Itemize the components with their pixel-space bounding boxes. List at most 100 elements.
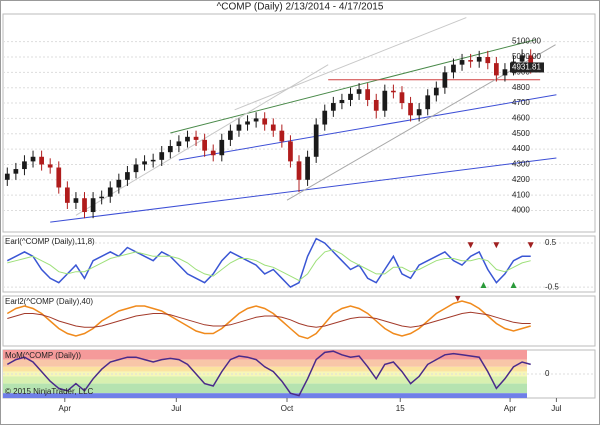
candle-body xyxy=(228,130,233,140)
candle-body xyxy=(485,56,491,64)
series-line xyxy=(7,249,531,282)
candle-body xyxy=(322,110,328,125)
series-line xyxy=(6,350,531,397)
panel-title: Earl2(^COMP (Daily),40) xyxy=(5,297,93,306)
y-tick-label: 5000.00 xyxy=(512,52,541,61)
candle-body xyxy=(262,118,268,125)
candle-body xyxy=(13,169,19,174)
candle-body xyxy=(64,187,70,203)
candle-body xyxy=(468,60,473,62)
copyright: © 2015 NinjaTrader, LLC xyxy=(5,387,94,396)
candle-body xyxy=(30,156,36,162)
x-tick-label: Apr xyxy=(59,404,72,413)
candle-body xyxy=(167,146,173,153)
y-tick-label: 0.5 xyxy=(545,238,557,247)
y-tick-label: 4200 xyxy=(512,175,530,184)
signal-marker xyxy=(510,281,517,288)
plot-area xyxy=(6,296,531,340)
plot-area xyxy=(3,17,595,223)
y-tick-label: 4400 xyxy=(512,144,530,153)
candle-body xyxy=(451,64,456,73)
candle-body xyxy=(348,93,353,100)
series-line xyxy=(6,237,531,289)
candle-body xyxy=(330,103,336,111)
last-price: 4931.81 xyxy=(512,63,541,72)
band xyxy=(3,350,527,360)
band xyxy=(3,376,527,384)
y-tick-label: 4600 xyxy=(512,114,530,123)
candle-body xyxy=(305,156,310,180)
panel xyxy=(2,295,596,347)
chart-title: ^COMP (Daily) 2/13/2014 - 4/17/2015 xyxy=(217,2,384,13)
candle-body xyxy=(313,124,319,157)
candle-body xyxy=(22,161,27,170)
candle-body xyxy=(90,198,96,213)
y-tick-label: 4500 xyxy=(512,129,530,138)
plot-area xyxy=(3,237,595,289)
price-box xyxy=(510,62,544,73)
x-tick-label: Oct xyxy=(281,404,294,413)
y-tick-label: 4300 xyxy=(512,160,530,169)
candle-body xyxy=(4,173,10,180)
candle-body xyxy=(73,198,79,203)
candle-body xyxy=(493,63,499,76)
candle-body xyxy=(245,121,250,125)
candle-body xyxy=(502,69,508,76)
candle-body xyxy=(391,90,396,93)
candle-body xyxy=(382,90,388,111)
candle-body xyxy=(365,89,371,100)
candle-body xyxy=(279,130,285,142)
candle-body xyxy=(133,164,139,173)
candle-body xyxy=(288,141,293,162)
candle-body xyxy=(202,139,207,151)
candle-body xyxy=(47,164,53,168)
band xyxy=(3,359,527,367)
candle-body xyxy=(39,156,44,165)
candle-body xyxy=(459,60,465,65)
candle-body xyxy=(193,136,199,140)
candle-body xyxy=(408,103,413,116)
candle-body xyxy=(150,159,156,162)
panel-title: Earl(^COMP (Daily),11,8) xyxy=(5,237,95,246)
x-tick-label: Jul xyxy=(171,404,181,413)
y-tick-label: 4000 xyxy=(512,206,530,215)
series-line xyxy=(7,311,531,328)
signal-marker xyxy=(493,242,500,249)
candle-body xyxy=(125,172,130,180)
y-tick-label: 0 xyxy=(545,369,550,378)
candle-body xyxy=(176,141,182,147)
trend-line xyxy=(50,157,557,223)
candle-body xyxy=(476,56,482,62)
y-tick-label: 4700 xyxy=(512,98,530,107)
candle-body xyxy=(296,161,302,180)
signal-marker xyxy=(527,242,534,249)
trend-line xyxy=(234,17,467,111)
candle-body xyxy=(82,198,87,213)
candle-body xyxy=(270,124,276,131)
candle-body xyxy=(519,55,525,62)
candle-body xyxy=(219,139,225,156)
candle-body xyxy=(210,150,216,156)
trend-line xyxy=(170,39,536,134)
candle-body xyxy=(159,152,165,160)
candle-body xyxy=(442,72,448,88)
candle-body xyxy=(116,179,122,188)
candle-body xyxy=(253,118,259,122)
candle-body xyxy=(416,109,422,116)
x-tick-label: Apr xyxy=(504,404,517,413)
signal-marker xyxy=(480,281,487,288)
plot-area xyxy=(3,350,595,398)
candle-body xyxy=(339,99,345,104)
trend-line xyxy=(178,94,557,161)
candle-body xyxy=(107,187,113,197)
candle-body xyxy=(56,167,62,188)
band xyxy=(3,383,527,394)
x-tick-label: 15 xyxy=(396,404,405,413)
y-tick-label: -0.5 xyxy=(545,282,559,291)
x-tick-label: Jul xyxy=(551,404,561,413)
band xyxy=(3,393,527,398)
y-tick-label: 4800 xyxy=(512,83,530,92)
panel xyxy=(2,235,596,293)
